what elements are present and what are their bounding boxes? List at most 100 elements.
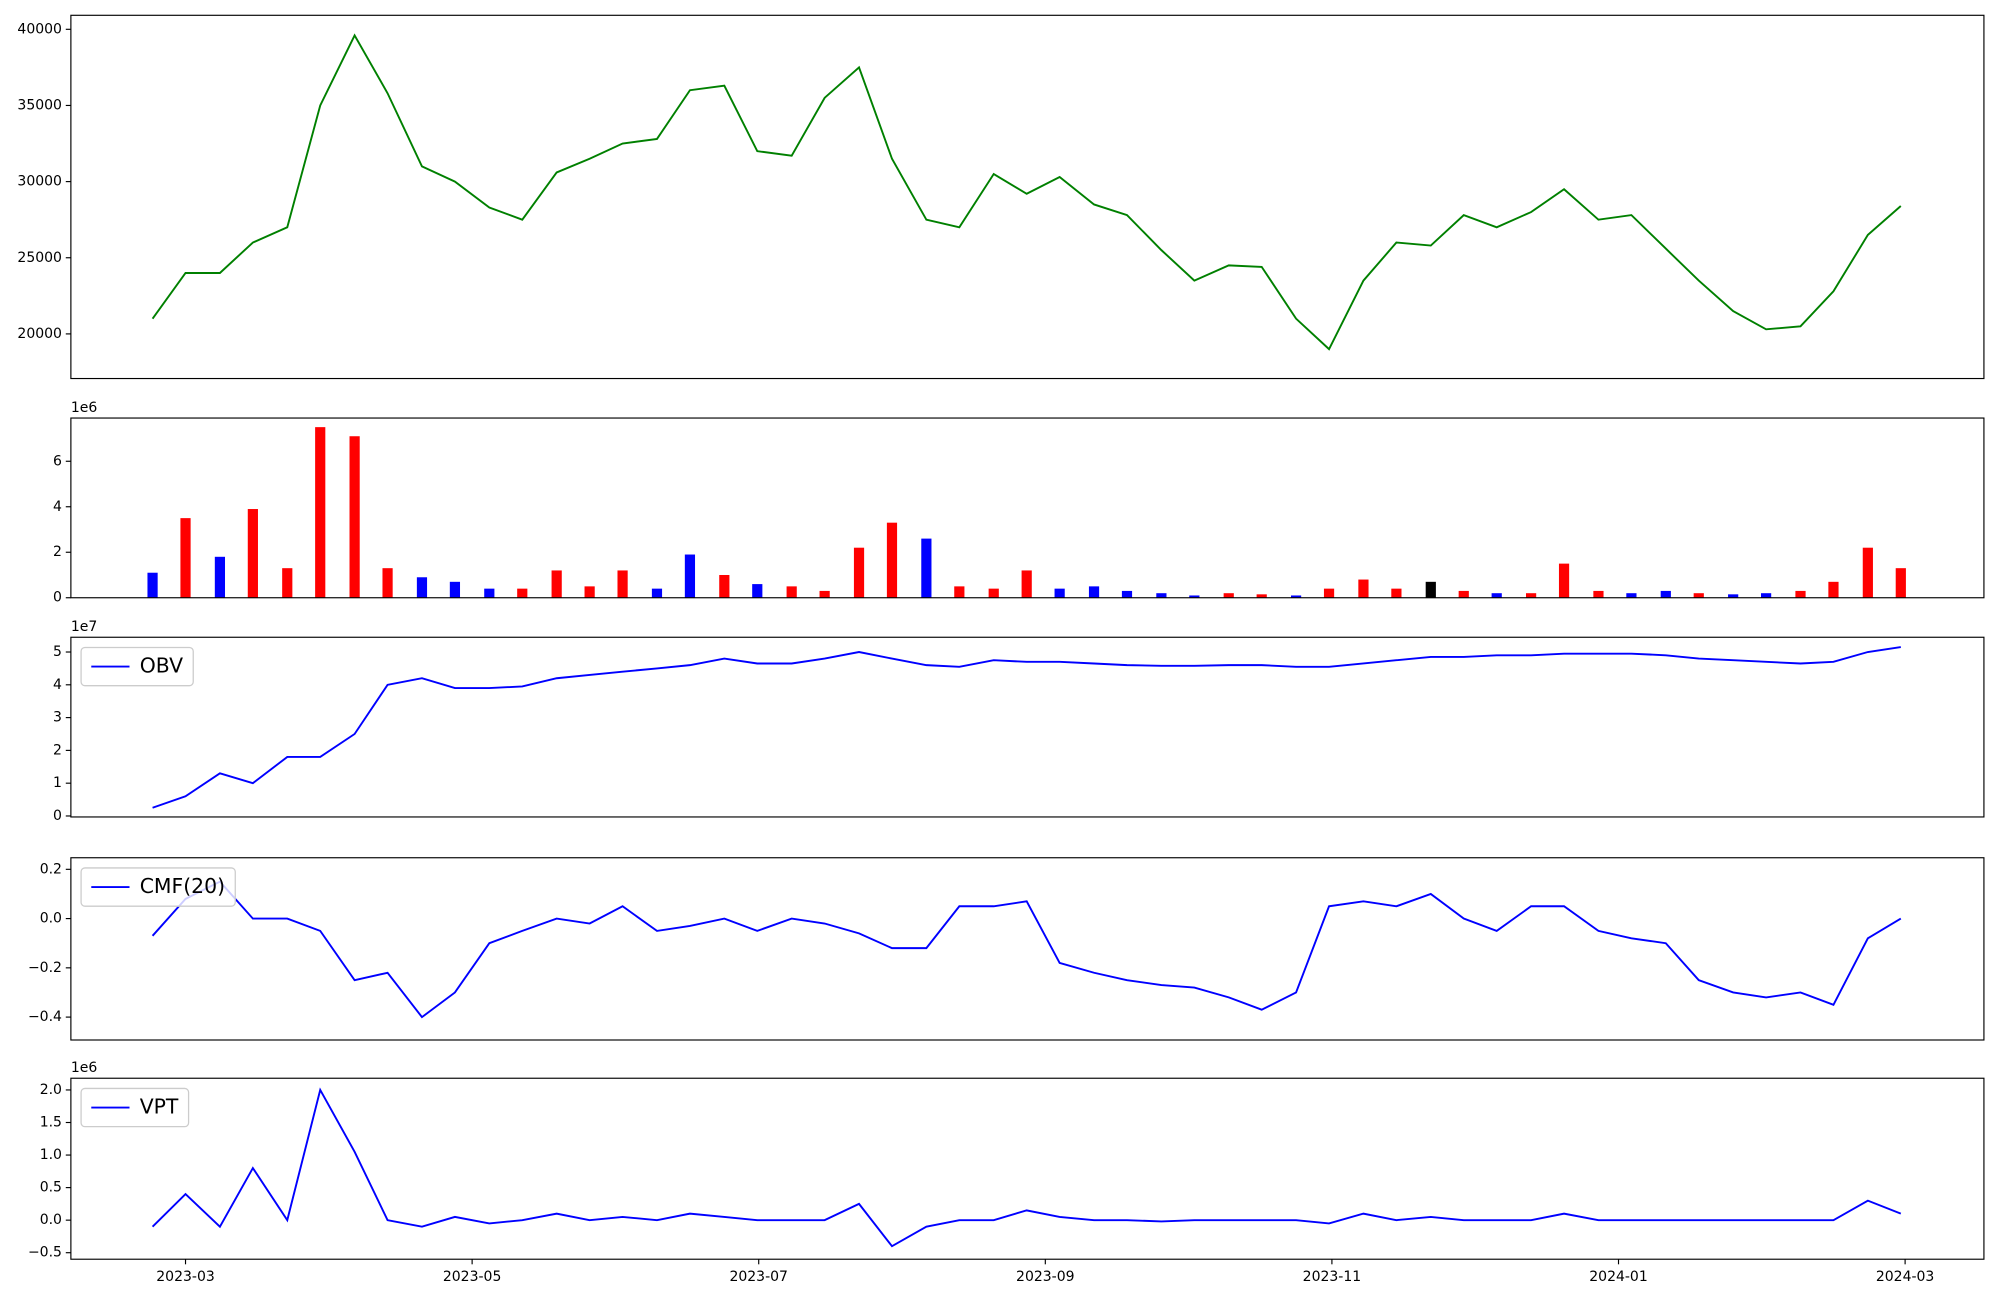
plot-frame (70, 636, 1985, 818)
bar (1156, 593, 1167, 598)
x-tick-label: 2024-03 (1876, 1269, 1935, 1285)
y-tick-label: 1 (53, 775, 62, 791)
bar (684, 554, 696, 598)
plot-frame (70, 14, 1985, 380)
legend-box (80, 1087, 190, 1128)
y-tick-label: 4 (53, 677, 62, 693)
y-tick-label: 2.0 (40, 1082, 62, 1098)
panel: 0 2 4 6 1e6 (53, 400, 1985, 606)
bar (1121, 590, 1133, 598)
x-tick-label: 2023-05 (443, 1269, 502, 1285)
bar (1593, 590, 1604, 598)
bar (1189, 595, 1200, 598)
series-line (151, 1087, 1902, 1248)
y-tick-label: 6 (53, 453, 62, 469)
y-tick-label: 30000 (17, 174, 62, 190)
y-tick-label: 35000 (17, 97, 62, 113)
bar (1021, 570, 1032, 598)
panel: −0.4 −0.2 0.0 0.2 CMF(20) (28, 857, 1985, 1041)
bar (1323, 588, 1335, 598)
legend-box (80, 867, 236, 907)
axis-offset-label: 1e6 (71, 1060, 98, 1076)
bar (1761, 593, 1772, 598)
y-tick-label: 1.5 (40, 1115, 62, 1131)
y-tick-label: 5 (53, 644, 62, 660)
series-line (151, 33, 1902, 351)
plot-frame (70, 857, 1985, 1041)
legend: OBV (80, 646, 194, 687)
bar (1626, 593, 1637, 598)
bar (954, 586, 965, 598)
bar (416, 577, 428, 598)
series-line (152, 646, 1901, 809)
bar (1895, 568, 1906, 598)
bar (1862, 547, 1873, 598)
legend-box (80, 646, 194, 687)
legend: VPT (80, 1087, 190, 1128)
bar (1491, 593, 1502, 598)
panel: 20000 25000 30000 35000 40000 (17, 14, 1985, 380)
legend-label: OBV (140, 654, 183, 678)
bar (484, 588, 495, 598)
bar (921, 538, 932, 598)
bar (214, 556, 226, 598)
y-tick-label: 20000 (17, 326, 62, 342)
y-tick-label: 0.5 (40, 1180, 62, 1196)
bar (247, 509, 258, 598)
panel: 0 1 2 3 4 5 1e7 OBV (53, 619, 1985, 824)
bar (886, 522, 898, 598)
bar (382, 568, 393, 598)
bar (1458, 590, 1469, 598)
bar (988, 588, 999, 598)
bar (819, 590, 830, 598)
legend: CMF(20) (80, 867, 236, 907)
panel: −0.5 0.0 0.5 1.0 1.5 2.0 2023-03 2023-05 2023-07… (28, 1060, 1985, 1285)
bar (719, 574, 730, 598)
bar (349, 436, 360, 598)
bar (853, 547, 865, 598)
bar (1256, 594, 1267, 598)
y-tick-label: −0.5 (28, 1245, 62, 1261)
legend-label: CMF(20) (140, 874, 225, 898)
axis-offset-label: 1e7 (71, 619, 97, 635)
x-tick-label: 2023-03 (156, 1269, 215, 1285)
y-tick-label: 40000 (17, 21, 62, 37)
y-tick-label: 0 (53, 808, 62, 824)
y-tick-label: 0.0 (40, 1212, 62, 1228)
bar (1525, 593, 1537, 598)
bar (449, 581, 461, 598)
bar (752, 584, 763, 598)
bar (1223, 593, 1234, 598)
y-tick-label: 0.0 (40, 911, 62, 927)
y-tick-label: 3 (53, 710, 62, 726)
bar (1358, 579, 1369, 598)
y-tick-label: 1.0 (40, 1147, 62, 1163)
bar (1088, 586, 1100, 598)
axis-offset-label: 1e6 (71, 400, 98, 416)
y-tick-label: 2 (53, 544, 62, 560)
y-tick-label: −0.2 (28, 960, 62, 976)
series-line (151, 880, 1902, 1019)
bar (584, 586, 595, 598)
bar (517, 588, 528, 598)
bar (1425, 581, 1436, 598)
y-tick-label: 0.2 (40, 861, 62, 877)
bar (1558, 563, 1570, 598)
bar (786, 586, 797, 598)
bar (315, 427, 326, 598)
bar (1054, 588, 1065, 598)
bar (282, 568, 293, 598)
y-tick-label: 25000 (17, 250, 62, 266)
plot-frame (70, 417, 1985, 599)
bar (1728, 594, 1739, 598)
legend-label: VPT (140, 1095, 179, 1119)
bar (651, 588, 663, 598)
x-tick-label: 2023-07 (729, 1269, 788, 1285)
y-tick-label: −0.4 (28, 1009, 62, 1025)
bar (1290, 595, 1302, 598)
bar (1795, 590, 1806, 598)
bar (180, 518, 191, 598)
y-tick-label: 4 (53, 499, 62, 515)
